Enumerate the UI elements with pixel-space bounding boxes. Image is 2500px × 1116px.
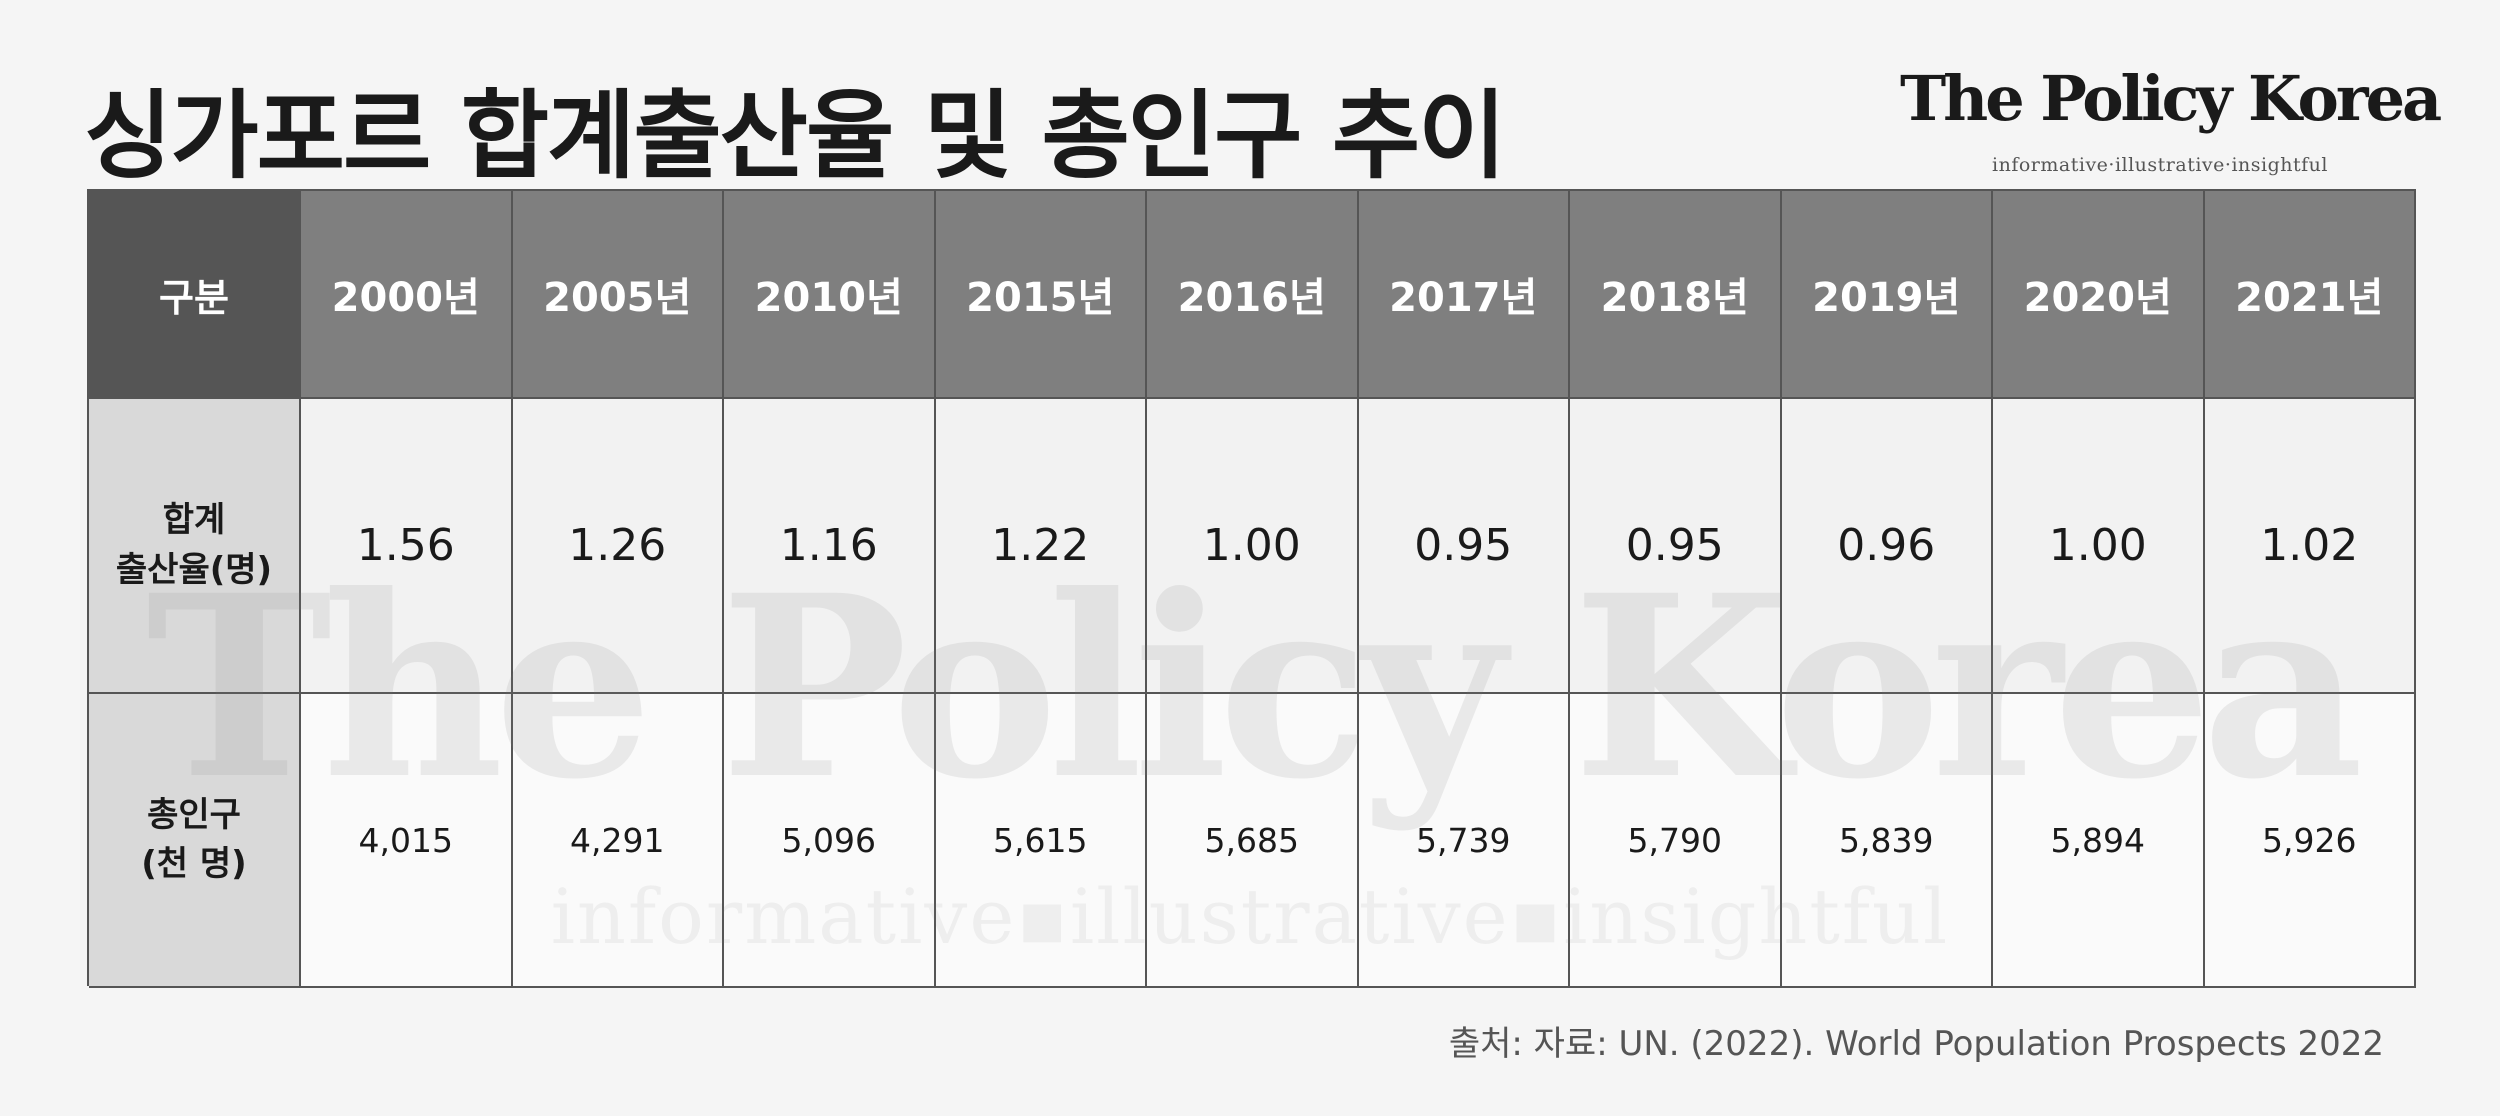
fertility-value-cell: 1.26 [512, 399, 724, 694]
fertility-value-cell: 1.22 [935, 399, 1147, 694]
year-header: 2016년 [1147, 191, 1359, 399]
population-value-cell: 4,291 [512, 694, 724, 988]
brand-tagline: informative·illustrative·insightful [1992, 154, 2328, 176]
year-header: 2020년 [1993, 191, 2205, 399]
fertility-value-cell: 0.95 [1570, 399, 1782, 694]
year-header: 2019년 [1781, 191, 1993, 399]
row-label-population: 총인구 (천 명) [89, 694, 301, 988]
population-value-cell: 5,790 [1570, 694, 1782, 988]
fertility-value-cell: 1.16 [724, 399, 936, 694]
fertility-value-cell: 1.00 [1147, 399, 1359, 694]
fertility-value-cell: 1.00 [1993, 399, 2205, 694]
brand-logo: The Policy Korea informative·illustrativ… [1900, 62, 2442, 177]
fertility-value-cell: 0.95 [1358, 399, 1570, 694]
page-title: 싱가포르 합계출산율 및 총인구 추이 [84, 80, 1506, 192]
data-table: 구분 2000년 2005년 2010년 2015년 2016년 2017년 2018년 20… [87, 189, 2416, 988]
fertility-value-cell: 1.02 [2204, 399, 2416, 694]
population-value-cell: 4,015 [301, 694, 513, 988]
year-header: 2005년 [512, 191, 724, 399]
population-value-cell: 5,739 [1358, 694, 1570, 988]
year-header: 2021년 [2204, 191, 2416, 399]
fertility-value-cell: 0.96 [1781, 399, 1993, 694]
source-note: 출처: 자료: UN. (2022). World Population Pro… [1448, 1024, 2384, 1064]
year-header: 2017년 [1358, 191, 1570, 399]
fertility-value-cell: 1.56 [301, 399, 513, 694]
year-header: 2015년 [935, 191, 1147, 399]
year-header: 2000년 [301, 191, 513, 399]
population-value-cell: 5,685 [1147, 694, 1359, 988]
row-label-fertility: 합계 출산율(명) [89, 399, 301, 694]
population-value-cell: 5,839 [1781, 694, 1993, 988]
population-value-cell: 5,615 [935, 694, 1147, 988]
population-value-cell: 5,894 [1993, 694, 2205, 988]
population-value-cell: 5,926 [2204, 694, 2416, 988]
table-corner-header: 구분 [89, 191, 301, 399]
year-header: 2010년 [724, 191, 936, 399]
year-header: 2018년 [1570, 191, 1782, 399]
brand-logo-text: The Policy Korea [1900, 62, 2442, 135]
population-value-cell: 5,096 [724, 694, 936, 988]
